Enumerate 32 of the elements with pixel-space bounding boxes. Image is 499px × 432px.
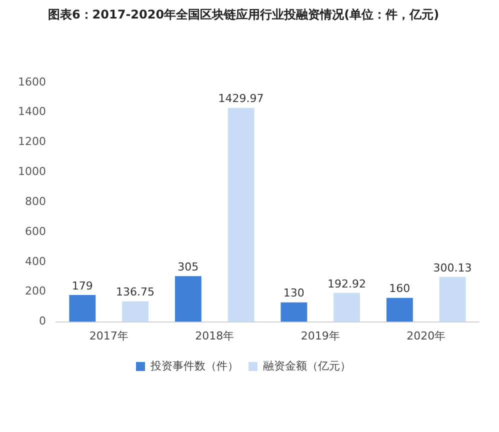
- bar: [334, 292, 360, 322]
- x-tick-label: 2020年: [406, 329, 446, 342]
- y-tick-label: 0: [38, 314, 46, 328]
- data-label: 136.75: [116, 286, 155, 299]
- data-label: 192.92: [328, 277, 366, 290]
- bar: [174, 276, 202, 322]
- y-tick-label: 400: [24, 254, 46, 268]
- y-tick-label: 200: [24, 284, 46, 298]
- bar: [439, 276, 466, 322]
- x-tick-label: 2017年: [89, 329, 128, 342]
- bar: [69, 295, 96, 322]
- y-tick-label: 1400: [18, 105, 46, 118]
- bar: [228, 108, 254, 322]
- data-label: 1429.97: [218, 92, 264, 106]
- y-tick-label: 1200: [18, 135, 46, 148]
- data-label: 305: [178, 260, 199, 274]
- legend-label: 投资事件数（件）: [150, 359, 238, 372]
- bar: [122, 301, 149, 322]
- data-label: 179: [72, 279, 93, 292]
- y-tick-label: 600: [24, 224, 46, 238]
- x-tick-label: 2018年: [195, 329, 234, 342]
- data-label: 300.13: [433, 261, 472, 274]
- legend-label: 融资金额（亿元）: [263, 359, 351, 372]
- data-label: 130: [283, 286, 304, 300]
- y-tick-label: 800: [24, 194, 46, 208]
- chart-title: 图表6：2017-2020年全国区块链应用行业投融资情况(单位：件，亿元): [48, 7, 440, 22]
- y-tick-label: 1000: [18, 165, 46, 178]
- y-tick-label: 1600: [18, 75, 46, 88]
- bar: [386, 298, 413, 322]
- bar: [280, 302, 308, 322]
- x-tick-label: 2019年: [300, 329, 340, 342]
- data-label: 160: [389, 282, 410, 296]
